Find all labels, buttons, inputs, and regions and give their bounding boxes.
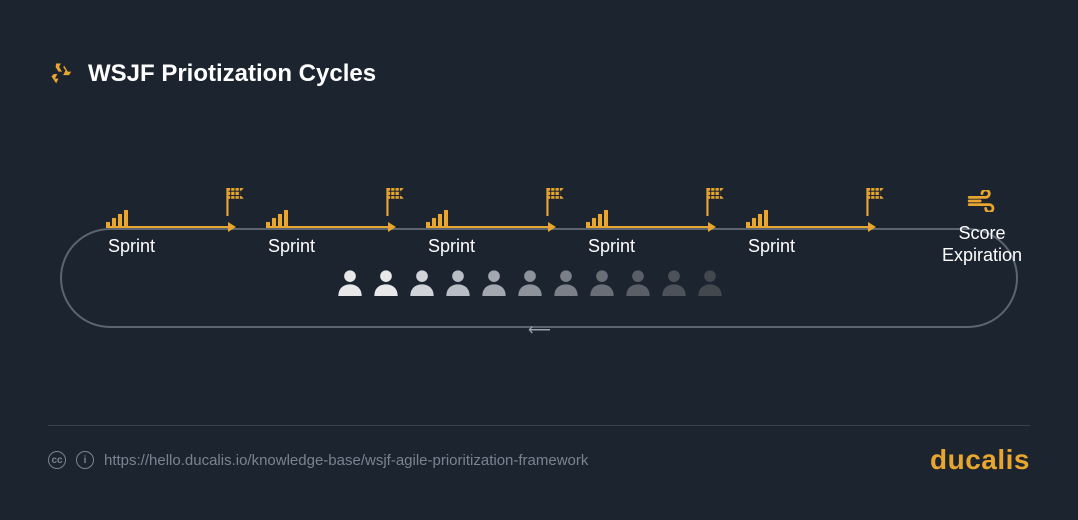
sprint-arrow [746,226,874,228]
flag-icon [864,188,886,216]
person-icon [480,268,508,296]
person-icon [444,268,472,296]
sprint-segment: Sprint [746,190,906,260]
footer-left: cc i https://hello.ducalis.io/knowledge-… [48,451,588,469]
flag-icon [704,188,726,216]
score-label-line2: Expiration [922,245,1042,267]
sprint-arrow [266,226,394,228]
bars-icon [586,210,608,226]
people-row [336,268,724,296]
person-icon [624,268,652,296]
wind-icon [967,190,997,217]
person-icon [516,268,544,296]
sprint-label: Sprint [588,236,635,257]
sprint-segment: Sprint [266,190,426,260]
person-icon [696,268,724,296]
bars-icon [266,210,288,226]
person-icon [408,268,436,296]
score-label-line1: Score [922,223,1042,245]
bars-icon [106,210,128,226]
info-icon: i [76,451,94,469]
return-arrow-icon: ⟵ [528,320,551,340]
sprint-arrow [426,226,554,228]
sprint-segment: Sprint [106,190,266,260]
page-title: WSJF Priotization Cycles [88,60,376,88]
flag-icon [224,188,246,216]
person-icon [588,268,616,296]
infographic-canvas: WSJF Priotization Cycles ⟵ Sprint [0,0,1078,520]
sprint-segment: Sprint [426,190,586,260]
flag-icon [384,188,406,216]
flag-icon [544,188,566,216]
sprint-label: Sprint [748,236,795,257]
sprint-arrow [586,226,714,228]
footer-url: https://hello.ducalis.io/knowledge-base/… [104,452,588,469]
sprint-label: Sprint [108,236,155,257]
cycle-diagram: ⟵ Sprint [60,190,1018,350]
header: WSJF Priotization Cycles [48,60,376,88]
person-icon [336,268,364,296]
person-icon [552,268,580,296]
recycle-icon [48,60,76,88]
person-icon [372,268,400,296]
brand-logo: ducalis [930,444,1030,476]
sprint-segment: Sprint [586,190,746,260]
sprint-row: Sprint Sprint [106,190,906,260]
sprint-label: Sprint [268,236,315,257]
sprint-label: Sprint [428,236,475,257]
cc-icon: cc [48,451,66,469]
bars-icon [426,210,448,226]
bars-icon [746,210,768,226]
sprint-arrow [106,226,234,228]
score-expiration: Score Expiration [922,190,1042,266]
person-icon [660,268,688,296]
footer: cc i https://hello.ducalis.io/knowledge-… [48,425,1030,476]
